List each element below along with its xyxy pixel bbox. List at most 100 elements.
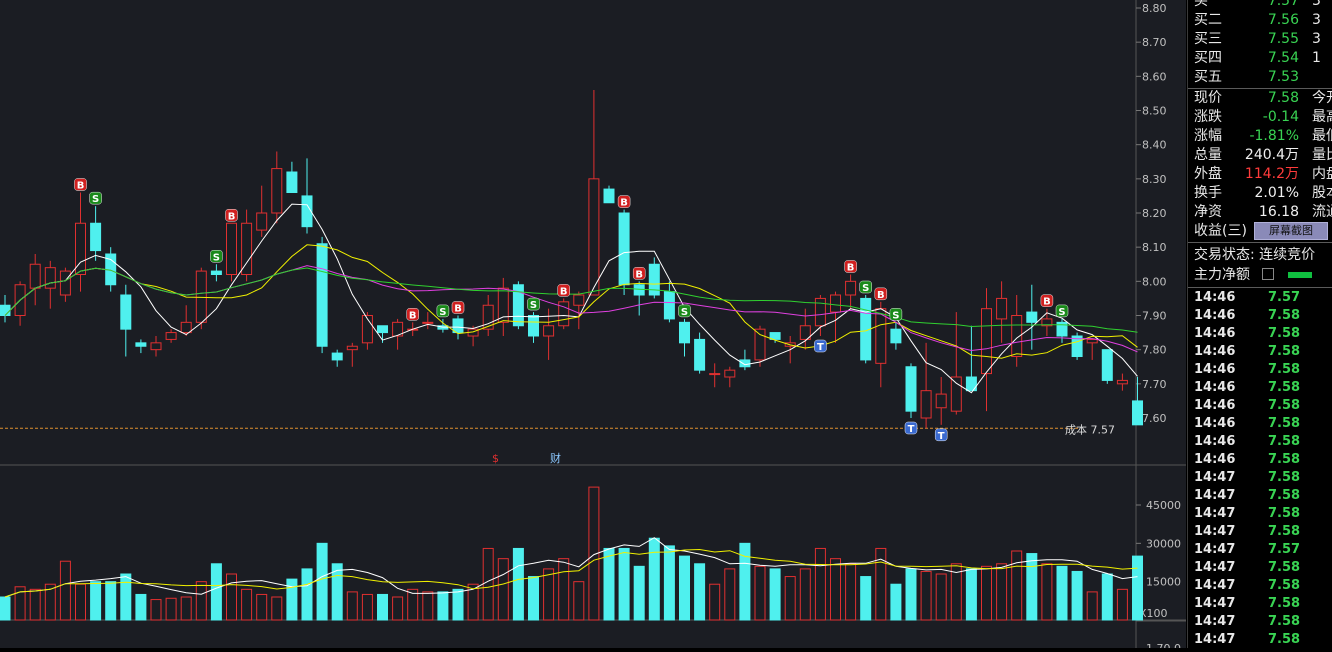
signal-marker-label: B [847, 263, 855, 274]
candle-body [920, 390, 932, 419]
divider [1188, 287, 1332, 288]
quote-value: 16.18 [1258, 204, 1299, 220]
signal-marker-s [1055, 304, 1069, 318]
quote-value: 114.2万 [1244, 166, 1299, 182]
candle-body [663, 291, 675, 320]
signal-marker-label: B [77, 181, 85, 192]
quote-label: 涨幅 [1194, 128, 1222, 144]
volume-bar [256, 593, 268, 621]
tick-price: 7.58 [1268, 596, 1301, 611]
order-book-row: 买五 7.53 [1188, 68, 1332, 87]
volume-bar [437, 591, 449, 621]
volume-bar [331, 563, 343, 621]
candle-body [1071, 335, 1083, 357]
divider [1188, 242, 1332, 243]
tick-row: 14:47 7.58 [1188, 595, 1332, 613]
volume-bar [241, 588, 253, 621]
tick-time: 14:47 [1194, 488, 1236, 503]
price-tick-label: 8.80 [1142, 2, 1167, 15]
volume-bar [845, 563, 857, 621]
candle-body [754, 328, 766, 361]
volume-bar [543, 568, 555, 621]
candle-body [120, 294, 132, 330]
candle-body [226, 222, 237, 275]
tick-time: 14:47 [1194, 578, 1236, 593]
tick-row: 14:46 7.58 [1188, 397, 1332, 415]
candle-body [1101, 349, 1113, 381]
candle-body [618, 212, 630, 286]
signal-marker-label: B [635, 269, 643, 280]
candle-body [769, 332, 781, 340]
tick-row: 14:46 7.58 [1188, 415, 1332, 433]
tick-price: 7.58 [1268, 578, 1301, 593]
candle-body [512, 284, 524, 327]
candle-body [377, 325, 388, 334]
tick-row: 14:46 7.58 [1188, 361, 1332, 379]
volume-tick-label: 45000 [1146, 499, 1181, 512]
quote-extra-label: 股本 [1312, 185, 1332, 201]
volume-bar [29, 588, 41, 621]
signal-marker-s [859, 280, 872, 294]
signal-marker-label: B [454, 304, 462, 315]
volume-bar [996, 563, 1008, 621]
quote-label: 总量 [1194, 147, 1222, 163]
signal-marker-label: B [877, 290, 885, 301]
volume-bar [754, 565, 766, 621]
order-book-volume: 3 [1312, 0, 1321, 9]
signal-marker-label: T [908, 424, 915, 435]
kline-chart-svg[interactable]: 8.80 8.70 8.60 8.50 8.40 8.30 8.20 8.10 8.00 7.90… [0, 0, 1186, 652]
volume-bar [981, 565, 992, 621]
candle-body [679, 321, 690, 344]
candle-body [44, 267, 56, 289]
candle-body [361, 315, 373, 344]
order-book-volume: 1 [1312, 50, 1321, 66]
tick-price: 7.58 [1268, 434, 1301, 449]
screenshot-button[interactable]: 屏幕截图 [1254, 222, 1328, 240]
trade-status: 交易状态: 连续竞价 [1188, 246, 1332, 265]
candle-body [528, 315, 539, 337]
candle-body [316, 243, 328, 347]
order-book-label: 买三 [1194, 31, 1222, 47]
quote-extra-label: 量比 [1312, 147, 1332, 163]
quote-row: 换手 2.01% 股本 [1188, 184, 1332, 203]
candle-body [256, 212, 268, 231]
volume-bar [452, 588, 464, 621]
ma5-line [4, 203, 1138, 394]
signal-marker-s [678, 304, 691, 318]
tick-row: 14:47 7.58 [1188, 631, 1332, 648]
volume-ma10-line [4, 548, 1138, 598]
price-tick-label: 8.70 [1142, 36, 1167, 49]
signal-marker-s [889, 308, 903, 321]
candle-body [845, 280, 857, 296]
candle-body [29, 263, 41, 289]
signal-marker-label: B [620, 198, 628, 209]
volume-bar [814, 547, 826, 621]
candle-body [90, 222, 102, 252]
kline-chart-area[interactable]: 8.80 8.70 8.60 8.50 8.40 8.30 8.20 8.10 8.00 7.90… [0, 0, 1186, 652]
quote-label: 涨跌 [1194, 109, 1222, 125]
divider [1188, 88, 1332, 89]
candle-body [422, 321, 434, 324]
signal-marker-b [74, 178, 87, 191]
price-tick-label: 7.70 [1142, 378, 1167, 391]
volume-bar [422, 591, 434, 621]
candle-body [935, 393, 947, 409]
quote-extra-label: 最高 [1312, 109, 1332, 125]
order-book-row: 买二 7.56 3 [1188, 11, 1332, 30]
tick-row: 14:46 7.58 [1188, 325, 1332, 343]
price-tick-label: 8.10 [1142, 241, 1167, 254]
candle-body [195, 270, 207, 323]
ma10-line [4, 244, 1138, 359]
quote-extra-label: 最低 [1312, 128, 1332, 144]
volume-bar [120, 573, 132, 621]
tick-price: 7.58 [1268, 524, 1301, 539]
tick-row: 14:46 7.58 [1188, 379, 1332, 397]
volume-bar [573, 581, 585, 621]
menu-icon[interactable] [1262, 268, 1274, 280]
order-book-price: 7.57 [1267, 0, 1299, 9]
candle-body [271, 168, 283, 214]
tick-price: 7.58 [1268, 380, 1301, 395]
signal-marker-b [874, 287, 888, 301]
signal-marker-label: B [228, 211, 236, 222]
volume-bar [75, 583, 86, 621]
